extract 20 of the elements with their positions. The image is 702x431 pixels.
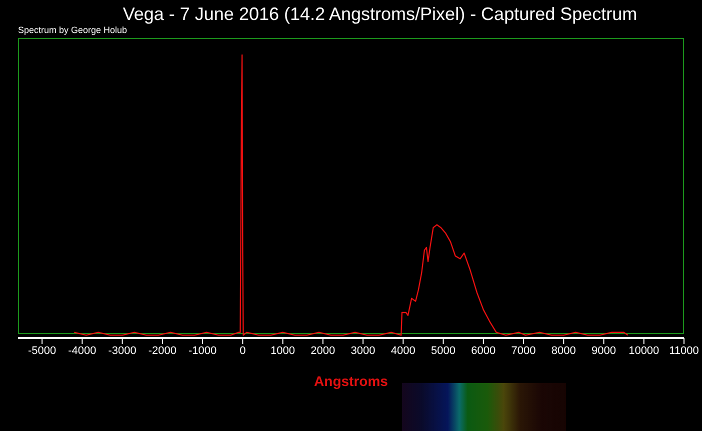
text: Spectrum by George Holub xyxy=(18,25,128,35)
x-tick-label: -4000 xyxy=(68,344,96,357)
x-tick-label: 4000 xyxy=(390,344,416,357)
x-tick-label: 1000 xyxy=(270,344,296,357)
x-tick-label: 2000 xyxy=(310,344,336,357)
x-tick-label: 0 xyxy=(240,344,246,357)
x-tick-label: -5000 xyxy=(28,344,56,357)
x-tick-label: 10000 xyxy=(628,344,660,357)
chart-title: Vega - 7 June 2016 (14.2 Angstroms/Pixel) - Captured Spectrum xyxy=(122,4,638,25)
x-tick-label: 6000 xyxy=(471,344,496,357)
x-tick-label: 5000 xyxy=(431,344,456,357)
x-tick-label: -2000 xyxy=(148,344,177,357)
x-tick-label: 3000 xyxy=(350,344,376,357)
x-tick-label: 7000 xyxy=(511,344,536,357)
x-tick-label: -3000 xyxy=(108,344,136,357)
x-tick-label: 11000 xyxy=(669,344,699,357)
x-tick-label: 8000 xyxy=(551,344,576,357)
x-axis-title: Angstroms xyxy=(314,373,388,389)
x-tick-label: -1000 xyxy=(188,344,217,357)
x-tick-label: 9000 xyxy=(592,344,616,357)
